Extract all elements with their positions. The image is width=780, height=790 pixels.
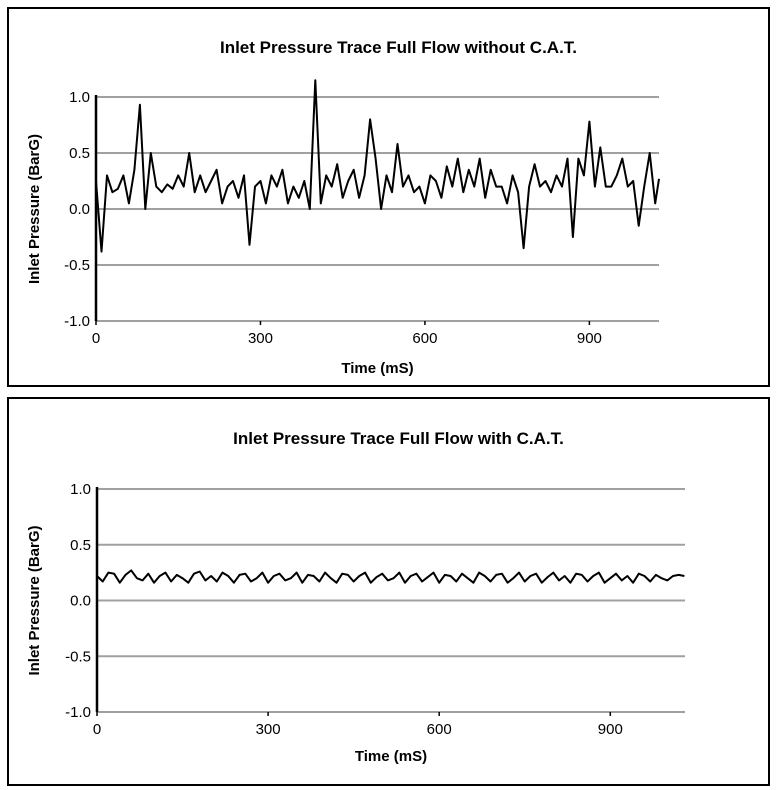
chart-svg: Inlet Pressure Trace Full Flow with C.A.… xyxy=(26,429,685,765)
series-line-inlet-pressure xyxy=(96,569,685,584)
x-tick-label: 900 xyxy=(598,721,623,738)
y-tick-label: 0.5 xyxy=(70,537,91,554)
y-tick-label: -1.0 xyxy=(64,313,90,330)
y-tick-label: 1.0 xyxy=(69,89,90,106)
y-axis-label: Inlet Pressure (BarG) xyxy=(26,525,43,675)
chart-title: Inlet Pressure Trace Full Flow with C.A.… xyxy=(233,429,564,448)
x-tick-label: 0 xyxy=(92,330,100,347)
y-tick-label: 0.0 xyxy=(69,201,90,218)
x-axis-label: Time (mS) xyxy=(355,748,427,765)
y-axis-label: Inlet Pressure (BarG) xyxy=(26,134,43,284)
x-axis-label: Time (mS) xyxy=(341,360,413,377)
series-line-inlet-pressure xyxy=(95,79,660,253)
chart-title: Inlet Pressure Trace Full Flow without C… xyxy=(220,38,577,57)
x-tick-label: 0 xyxy=(93,721,101,738)
y-tick-label: -1.0 xyxy=(65,704,91,721)
y-tick-label: 1.0 xyxy=(70,481,91,498)
x-tick-label: 600 xyxy=(427,721,452,738)
y-tick-label: 0.5 xyxy=(69,145,90,162)
chart-panel-with-cat: Inlet Pressure Trace Full Flow with C.A.… xyxy=(7,397,770,786)
x-tick-label: 900 xyxy=(577,330,602,347)
x-tick-label: 300 xyxy=(256,721,281,738)
chart-panel-without-cat: Inlet Pressure Trace Full Flow without C… xyxy=(7,7,770,387)
x-tick-label: 300 xyxy=(248,330,273,347)
chart-svg: Inlet Pressure Trace Full Flow without C… xyxy=(26,38,660,377)
y-tick-label: -0.5 xyxy=(64,257,90,274)
y-tick-label: -0.5 xyxy=(65,648,91,665)
x-tick-label: 600 xyxy=(412,330,437,347)
y-tick-label: 0.0 xyxy=(70,593,91,610)
